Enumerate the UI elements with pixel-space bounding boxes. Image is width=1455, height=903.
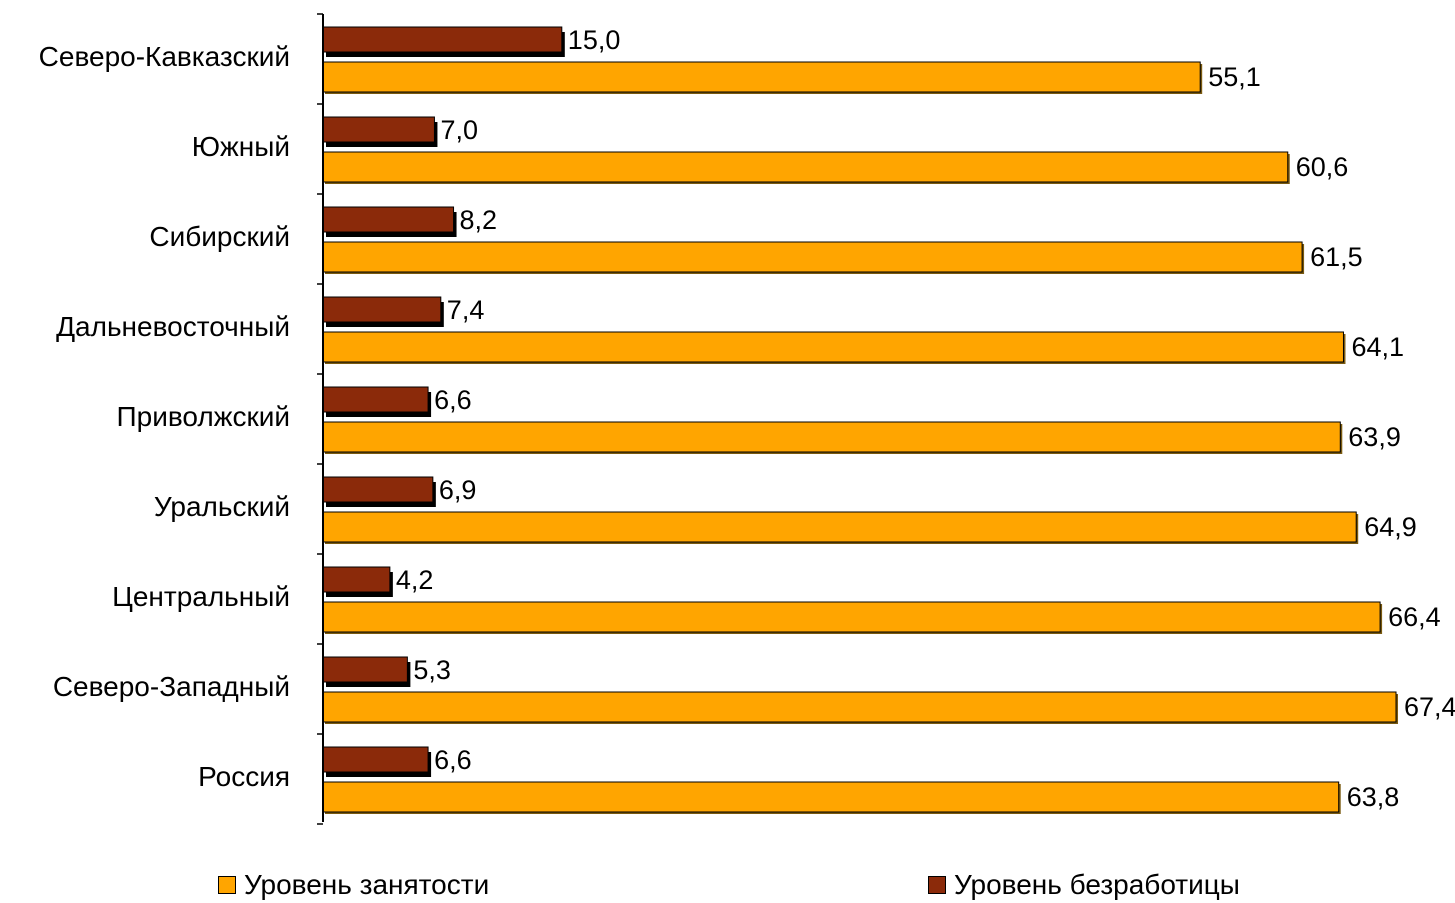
bar-unemployment	[322, 656, 408, 683]
data-label-employment: 66,4	[1388, 602, 1441, 632]
bar-employment	[322, 241, 1303, 273]
data-label-unemployment: 4,2	[396, 565, 434, 595]
data-label-unemployment: 7,4	[447, 295, 485, 325]
bar-employment	[322, 151, 1289, 183]
bar-employment	[322, 691, 1397, 723]
data-label-unemployment: 6,9	[439, 475, 477, 505]
category-label: Северо-Западный	[53, 671, 290, 702]
data-label-unemployment: 6,6	[434, 745, 472, 775]
bar-employment	[322, 61, 1201, 93]
legend-label-employment: Уровень занятости	[244, 869, 490, 900]
data-label-unemployment: 8,2	[460, 205, 498, 235]
legend-label-unemployment: Уровень безработицы	[954, 869, 1240, 900]
bar-employment	[322, 421, 1341, 453]
category-label: Россия	[198, 761, 290, 792]
category-label: Центральный	[112, 581, 290, 612]
legend-swatch-unemployment	[928, 876, 946, 894]
bar-unemployment	[322, 206, 455, 233]
data-label-unemployment: 5,3	[413, 655, 451, 685]
category-label: Дальневосточный	[56, 311, 290, 342]
data-label-employment: 55,1	[1208, 62, 1261, 92]
legend-item-unemployment: Уровень безработицы	[928, 869, 1240, 900]
data-label-employment: 61,5	[1310, 242, 1363, 272]
bar-chart: Северо-Кавказский 15,0 55,1 Южный 7,0 60,6 Сиб…	[39, 13, 1455, 825]
data-label-employment: 63,8	[1347, 782, 1400, 812]
bar-unemployment	[322, 26, 563, 53]
data-label-employment: 63,9	[1348, 422, 1401, 452]
bar-unemployment	[322, 476, 434, 503]
bar-unemployment	[322, 566, 391, 593]
bar-employment	[322, 601, 1381, 633]
category-label: Уральский	[154, 491, 290, 522]
data-label-unemployment: 15,0	[568, 25, 621, 55]
data-label-unemployment: 6,6	[434, 385, 472, 415]
data-label-employment: 64,1	[1351, 332, 1404, 362]
category-label: Северо-Кавказский	[39, 41, 290, 72]
data-label-unemployment: 7,0	[440, 115, 478, 145]
category-label: Сибирский	[149, 221, 290, 252]
legend-item-employment: Уровень занятости	[218, 869, 490, 900]
bar-employment	[322, 511, 1357, 543]
bar-unemployment	[322, 386, 429, 413]
bar-employment	[322, 331, 1344, 363]
category-label: Приволжский	[117, 401, 290, 432]
bar-unemployment	[322, 296, 442, 323]
category-label: Южный	[192, 131, 290, 162]
plot-area: Северо-Кавказский 15,0 55,1 Южный 7,0 60,6 Сиб…	[39, 13, 1455, 825]
legend-swatch-employment	[218, 876, 236, 894]
data-label-employment: 67,4	[1404, 692, 1455, 722]
bar-employment	[322, 781, 1340, 813]
data-label-employment: 60,6	[1296, 152, 1349, 182]
data-label-employment: 64,9	[1364, 512, 1417, 542]
bar-unemployment	[322, 116, 435, 143]
bar-unemployment	[322, 746, 429, 773]
